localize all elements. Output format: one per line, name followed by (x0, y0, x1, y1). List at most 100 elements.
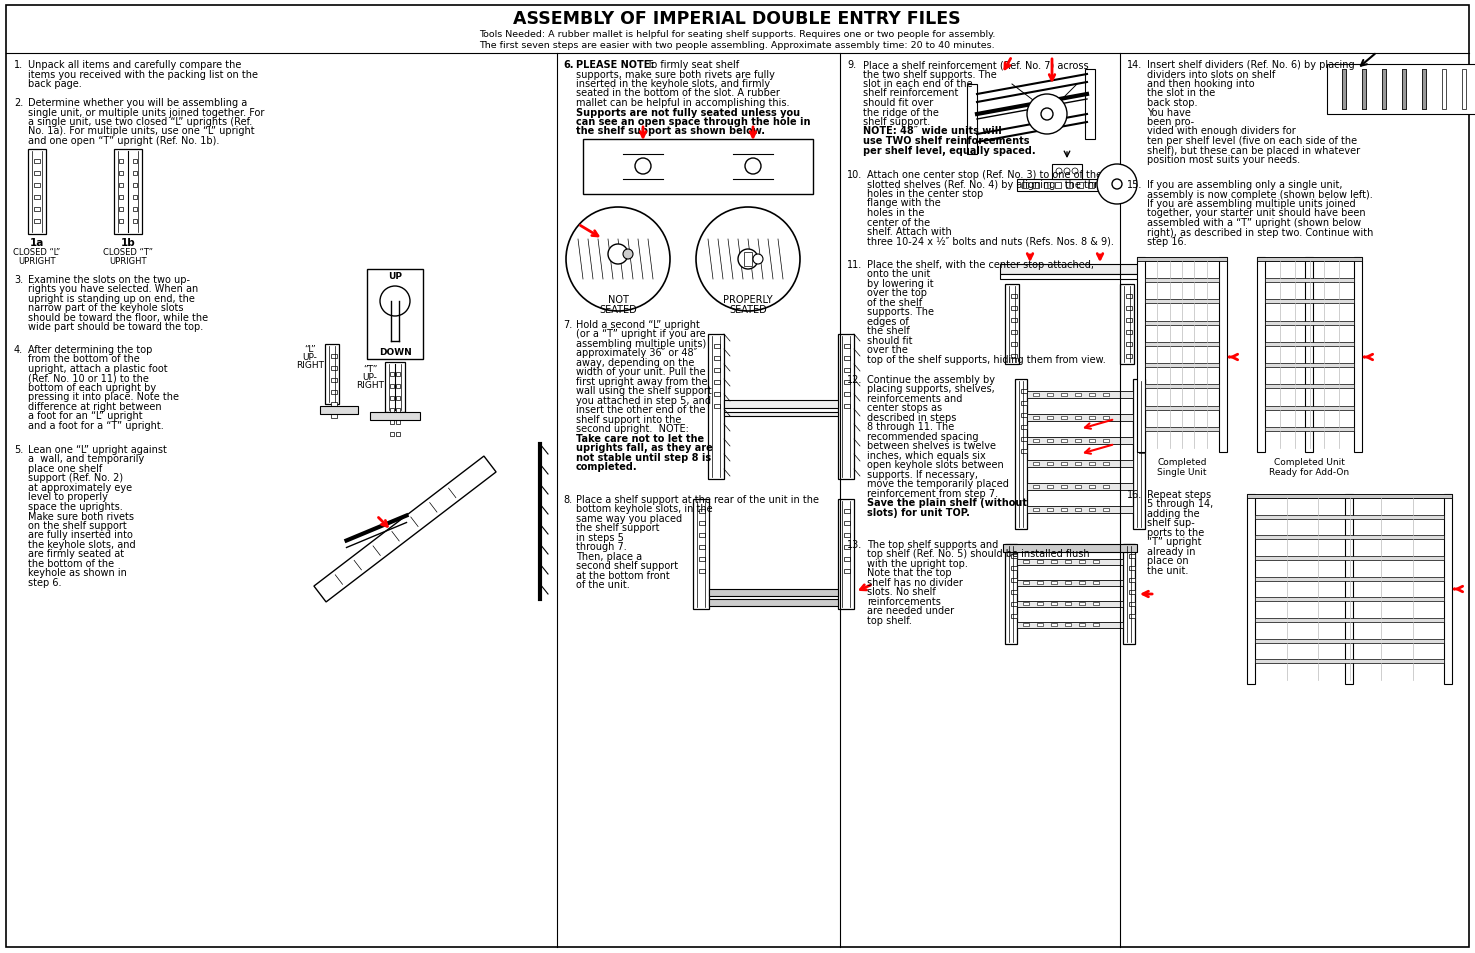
Circle shape (566, 208, 670, 312)
Text: CLOSED “L”: CLOSED “L” (13, 248, 60, 256)
Text: supports, make sure both rivets are fully: supports, make sure both rivets are full… (577, 70, 774, 79)
Text: are fully inserted into: are fully inserted into (28, 530, 133, 540)
Text: Hold a second “L” upright: Hold a second “L” upright (577, 319, 699, 330)
Bar (34, 172, 40, 175)
Bar (1010, 355, 1016, 358)
Bar (1047, 439, 1053, 442)
Bar (1128, 590, 1134, 595)
Bar (391, 302, 400, 341)
Bar (1061, 509, 1066, 512)
Circle shape (608, 245, 628, 265)
Bar (133, 220, 137, 224)
Bar (1032, 183, 1038, 189)
Bar (1145, 279, 1218, 283)
Circle shape (1112, 180, 1122, 190)
Bar (1016, 180, 1117, 192)
Bar (1086, 70, 1094, 140)
Text: inserted in the keyhole slots, and firmly: inserted in the keyhole slots, and firml… (577, 79, 770, 89)
Text: flange with the: flange with the (867, 198, 941, 209)
Text: Attach one center stop (Ref. No. 3) to one of the: Attach one center stop (Ref. No. 3) to o… (867, 170, 1102, 180)
Bar (724, 413, 838, 416)
Bar (1047, 509, 1053, 512)
Bar (1080, 623, 1086, 626)
Text: away, depending on the: away, depending on the (577, 357, 695, 368)
Text: center of the: center of the (867, 217, 931, 227)
Bar (34, 160, 40, 164)
Bar (714, 369, 720, 373)
Bar (968, 85, 976, 154)
Text: Lean one “L” upright against: Lean one “L” upright against (28, 444, 167, 455)
Bar (844, 545, 850, 550)
Text: and then hooking into: and then hooking into (1148, 79, 1255, 89)
Bar (1010, 294, 1016, 298)
Text: Note that the top: Note that the top (867, 568, 951, 578)
Text: Place a shelf reinforcement (Ref. No. 7) across: Place a shelf reinforcement (Ref. No. 7)… (863, 60, 1089, 70)
Bar (1037, 602, 1043, 605)
Bar (1139, 437, 1145, 441)
Text: on the shelf support: on the shelf support (28, 520, 127, 531)
Bar (1145, 406, 1218, 410)
Bar (1024, 560, 1030, 563)
Text: onto the unit: onto the unit (867, 269, 931, 279)
Bar (1125, 307, 1131, 311)
Text: same way you placed: same way you placed (577, 514, 681, 523)
Text: top shelf.: top shelf. (867, 616, 912, 625)
Text: are firmly seated at: are firmly seated at (28, 549, 124, 558)
Text: step 6.: step 6. (28, 578, 62, 587)
Text: from the bottom of the: from the bottom of the (28, 355, 140, 364)
Bar (330, 367, 336, 371)
Text: PROPERLY: PROPERLY (723, 294, 773, 305)
Text: “T”: “T” (363, 365, 378, 374)
Bar (1010, 590, 1016, 595)
Bar (1077, 183, 1083, 189)
Bar (1075, 509, 1081, 512)
Polygon shape (314, 456, 496, 602)
Text: Single Unit: Single Unit (1158, 468, 1207, 476)
Bar (1027, 392, 1133, 398)
Text: wide part should be toward the top.: wide part should be toward the top. (28, 322, 204, 333)
Bar (395, 420, 400, 424)
Bar (1103, 416, 1109, 419)
Circle shape (622, 250, 633, 260)
Bar (1145, 342, 1218, 347)
Text: shelf), but these can be placed in whatever: shelf), but these can be placed in whate… (1148, 146, 1360, 155)
Text: rights you have selected. When an: rights you have selected. When an (28, 284, 198, 294)
Bar (395, 409, 400, 413)
Bar (1145, 321, 1218, 325)
Text: shelf reinforcement: shelf reinforcement (863, 89, 959, 98)
Bar (1382, 70, 1386, 110)
Bar (1257, 257, 1361, 262)
Circle shape (381, 287, 410, 316)
Bar (330, 415, 336, 418)
Text: vided with enough dividers for: vided with enough dividers for (1148, 127, 1295, 136)
Text: ten per shelf level (five on each side of the: ten per shelf level (five on each side o… (1148, 136, 1357, 146)
Bar (330, 402, 336, 407)
Bar (1003, 544, 1137, 553)
Bar (1010, 343, 1016, 347)
Text: by lowering it: by lowering it (867, 278, 934, 289)
Bar (389, 409, 394, 413)
Bar (1032, 439, 1038, 442)
Bar (1128, 566, 1134, 571)
Bar (1089, 416, 1094, 419)
Text: slotted shelves (Ref. No. 4) by aligning   the three: slotted shelves (Ref. No. 4) by aligning… (867, 179, 1109, 190)
Bar (1024, 602, 1030, 605)
Bar (708, 335, 724, 479)
Bar (330, 391, 336, 395)
Bar (1139, 414, 1145, 417)
Bar (1361, 70, 1366, 110)
Bar (119, 220, 122, 224)
Bar (1052, 165, 1083, 180)
Text: edges of: edges of (867, 316, 909, 327)
Circle shape (1041, 109, 1053, 121)
Text: center stops as: center stops as (867, 403, 943, 413)
Bar (1266, 406, 1354, 410)
Text: 4.: 4. (13, 345, 24, 355)
Text: If you are assembling only a single unit,: If you are assembling only a single unit… (1148, 180, 1342, 190)
Text: at approximately eye: at approximately eye (28, 482, 133, 493)
Bar (1061, 485, 1066, 489)
Text: The first seven steps are easier with two people assembling. Approximate assembl: The first seven steps are easier with tw… (479, 41, 994, 50)
Bar (1246, 495, 1451, 498)
Text: over the top: over the top (867, 288, 926, 298)
Bar (1145, 385, 1218, 389)
